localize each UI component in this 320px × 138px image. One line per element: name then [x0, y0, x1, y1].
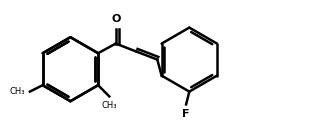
Text: F: F [182, 109, 190, 119]
Text: CH₃: CH₃ [10, 87, 25, 96]
Text: O: O [111, 14, 120, 24]
Text: CH₃: CH₃ [101, 101, 117, 110]
